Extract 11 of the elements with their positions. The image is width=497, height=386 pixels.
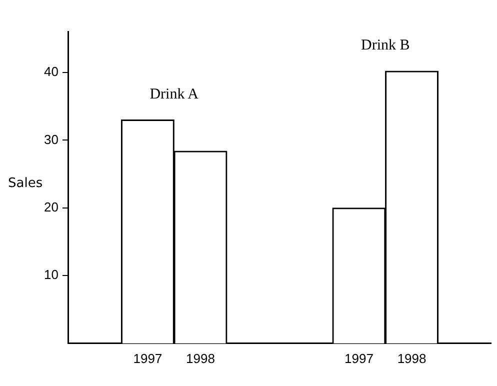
y-tick-label: 10 [44,267,58,282]
y-axis-title: Sales [8,176,43,191]
y-tick-label: 20 [44,200,58,214]
x-tick-label: 1998 [186,350,215,366]
x-tick-label: 1997 [344,350,374,366]
x-tick-label: 1997 [133,350,162,366]
annotation: Drink B [360,38,410,54]
y-tick-label: 30 [44,132,58,147]
annotation: Drink A [150,86,199,102]
x-tick-label: 1998 [397,350,426,366]
y-tick-label: 40 [44,64,58,80]
